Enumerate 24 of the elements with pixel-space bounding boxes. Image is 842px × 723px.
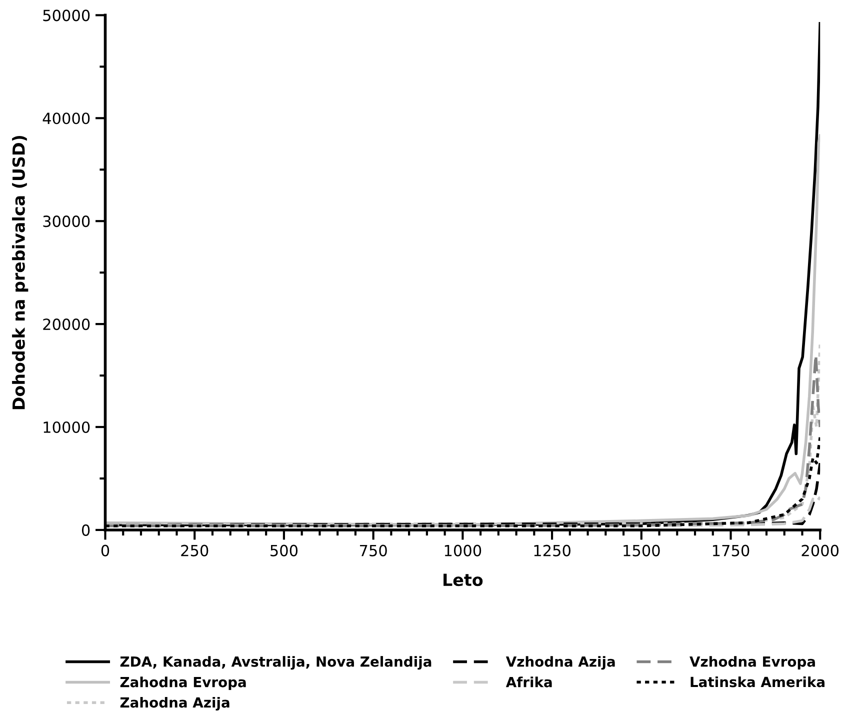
y-axis-title: Dohodek na prebivalca (USD) [12, 136, 28, 410]
x-axis-title: Leto [444, 574, 483, 586]
x-tick-label: 750 [360, 544, 387, 556]
y-tick-label: 50000 [43, 10, 90, 22]
legend-label: Vzhodna Azija [506, 656, 615, 670]
legend-label: Latinska Amerika [690, 676, 824, 688]
y-tick-label: 40000 [42, 112, 90, 124]
legend-label: Afrika [506, 676, 552, 688]
legend-label: Vzhodna Evropa [690, 656, 815, 670]
x-tick-label: 250 [181, 544, 208, 556]
x-tick-label: 0 [101, 544, 110, 556]
y-tick-label: 30000 [43, 216, 90, 228]
x-tick-label: 1000 [444, 544, 482, 556]
x-tick-label: 1500 [624, 544, 660, 556]
y-tick-label: 20000 [43, 318, 90, 330]
y-tick-label: 0 [82, 524, 90, 536]
y-tick-label: 10000 [44, 421, 90, 434]
x-tick-label: 1750 [712, 544, 750, 556]
x-tick-label: 1250 [534, 544, 570, 556]
legend-label: Zahodna Evropa [120, 676, 246, 690]
x-tick-label: 500 [270, 544, 298, 556]
x-tick-label: 2000 [802, 544, 839, 556]
legend-label: Zahodna Azija [120, 696, 230, 710]
legend-label: ZDA, Kanada, Avstralija, Nova Zelandija [120, 656, 432, 670]
